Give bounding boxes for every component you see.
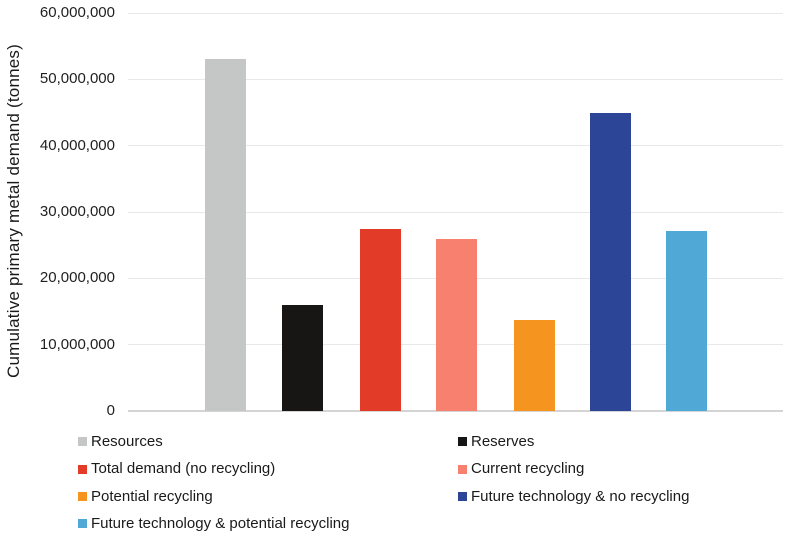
legend-swatch <box>78 437 87 446</box>
bar-reserves <box>282 304 323 411</box>
legend-item-future-technology-potential-recycling: Future technology & potential recycling <box>78 515 349 533</box>
y-tick-label: 0 <box>106 402 115 419</box>
y-tick-label: 50,000,000 <box>39 70 115 88</box>
legend-label: Future technology & no recycling <box>471 487 690 505</box>
legend-label: Future technology & potential recycling <box>91 514 350 532</box>
bar-future-technology-potential-recycling <box>666 230 707 411</box>
plot-area <box>128 12 783 412</box>
legend-swatch <box>458 464 467 474</box>
y-tick-label: 40,000,000 <box>39 136 115 154</box>
gridline <box>128 145 783 147</box>
gridline <box>128 211 783 213</box>
y-tick-label: 60,000,000 <box>39 4 115 21</box>
bar-potential-recycling <box>513 320 555 411</box>
gridline <box>128 78 783 80</box>
legend-swatch <box>78 492 87 501</box>
y-tick-label: 30,000,000 <box>39 203 115 220</box>
legend-swatch <box>458 492 467 501</box>
bar-future-technology-no-recycling <box>589 112 631 411</box>
x-axis-line <box>128 410 783 412</box>
legend-label: Potential recycling <box>91 487 213 505</box>
y-tick-label: 20,000,000 <box>39 269 115 287</box>
legend-label: Current recycling <box>471 460 585 477</box>
bar-total-demand-no-recycling <box>359 228 401 411</box>
legend-item-current-recycling: Current recycling <box>458 460 584 478</box>
legend-item-total-demand-no-recycling: Total demand (no recycling) <box>78 460 275 478</box>
legend-swatch <box>78 464 87 474</box>
y-tick-label: 10,000,000 <box>39 335 115 353</box>
legend-item-potential-recycling: Potential recycling <box>78 488 213 506</box>
legend-item-reserves: Reserves <box>458 433 534 451</box>
legend-swatch <box>458 437 467 446</box>
gridline <box>128 12 783 14</box>
legend-item-future-technology-no-recycling: Future technology & no recycling <box>458 488 689 506</box>
bar-resources <box>205 59 246 411</box>
legend-label: Resources <box>91 432 163 450</box>
legend-item-resources: Resources <box>78 433 163 451</box>
legend-label: Reserves <box>471 432 535 450</box>
bar-current-recycling <box>436 238 477 411</box>
legend-label: Total demand (no recycling) <box>91 460 276 477</box>
legend-swatch <box>78 519 87 528</box>
